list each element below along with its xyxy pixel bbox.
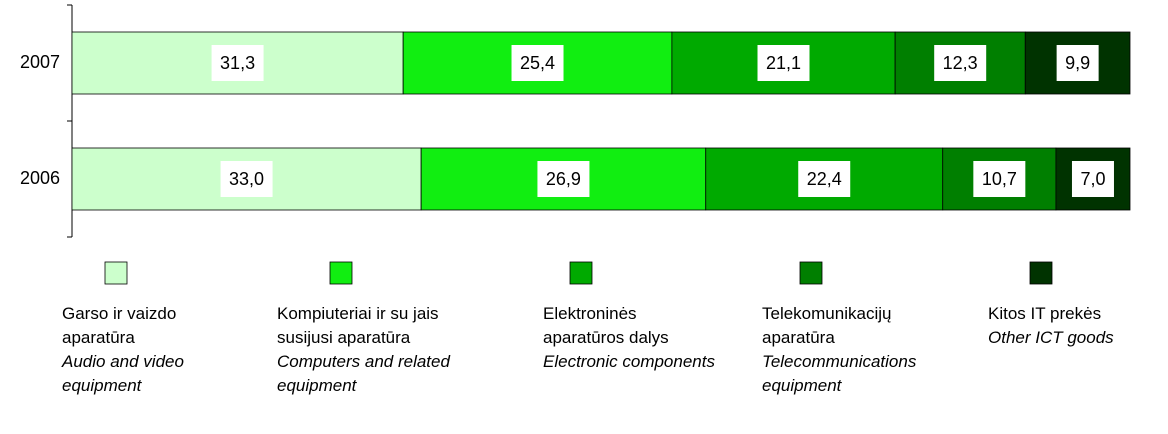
value-label-box — [798, 161, 851, 197]
legend-label-en: Other ICT goods — [988, 328, 1114, 347]
legend-label-en: Telecommunications equipment — [762, 352, 917, 395]
legend-entry: Elektroninės aparatūros dalys Electronic … — [543, 302, 718, 374]
value-label-box — [973, 161, 1026, 197]
value-label: 26,9 — [546, 169, 581, 189]
y-tick-label: 2007 — [20, 52, 60, 72]
legend-swatch — [104, 261, 128, 285]
legend-swatch — [799, 261, 823, 285]
value-label: 10,7 — [982, 169, 1017, 189]
value-label-box — [511, 45, 564, 81]
value-label: 22,4 — [807, 169, 842, 189]
legend-entry: Kompiuteriai ir su jais susijusi aparatū… — [277, 302, 482, 398]
legend-label: Kompiuteriai ir su jais susijusi aparatū… — [277, 304, 439, 347]
legend-swatch — [329, 261, 353, 285]
bar-segment — [894, 31, 1026, 95]
legend-label-en: Audio and video equipment — [62, 352, 184, 395]
legend-label-en: Computers and related equipment — [277, 352, 450, 395]
legend-label-en: Electronic components — [543, 352, 715, 371]
legend-swatch — [569, 261, 593, 285]
y-tick-label: 2006 — [20, 168, 60, 188]
value-label-box — [211, 45, 264, 81]
legend-label: Telekomunikacijų aparatūra — [762, 304, 892, 347]
value-label-box — [1056, 45, 1099, 81]
legend-entry: Telekomunikacijų aparatūra Telecommunicat… — [762, 302, 967, 398]
value-label-box — [757, 45, 810, 81]
legend-label: Kitos IT prekės — [988, 304, 1102, 323]
value-label: 25,4 — [520, 53, 555, 73]
value-label: 7,0 — [1080, 169, 1105, 189]
value-label: 21,1 — [766, 53, 801, 73]
value-label-box — [220, 161, 273, 197]
value-label-box — [1071, 161, 1114, 197]
value-label: 12,3 — [943, 53, 978, 73]
value-label: 33,0 — [229, 169, 264, 189]
value-label: 9,9 — [1065, 53, 1090, 73]
legend-label: Elektroninės aparatūros dalys — [543, 304, 669, 347]
value-label-box — [537, 161, 590, 197]
legend-label: Garso ir vaizdo aparatūra — [62, 304, 177, 347]
legend-swatch — [1029, 261, 1053, 285]
value-label: 31,3 — [220, 53, 255, 73]
legend-entry: Garso ir vaizdo aparatūra Audio and video… — [62, 302, 227, 398]
value-label-box — [934, 45, 987, 81]
legend-entry: Kitos IT prekės Other ICT goods — [988, 302, 1168, 350]
